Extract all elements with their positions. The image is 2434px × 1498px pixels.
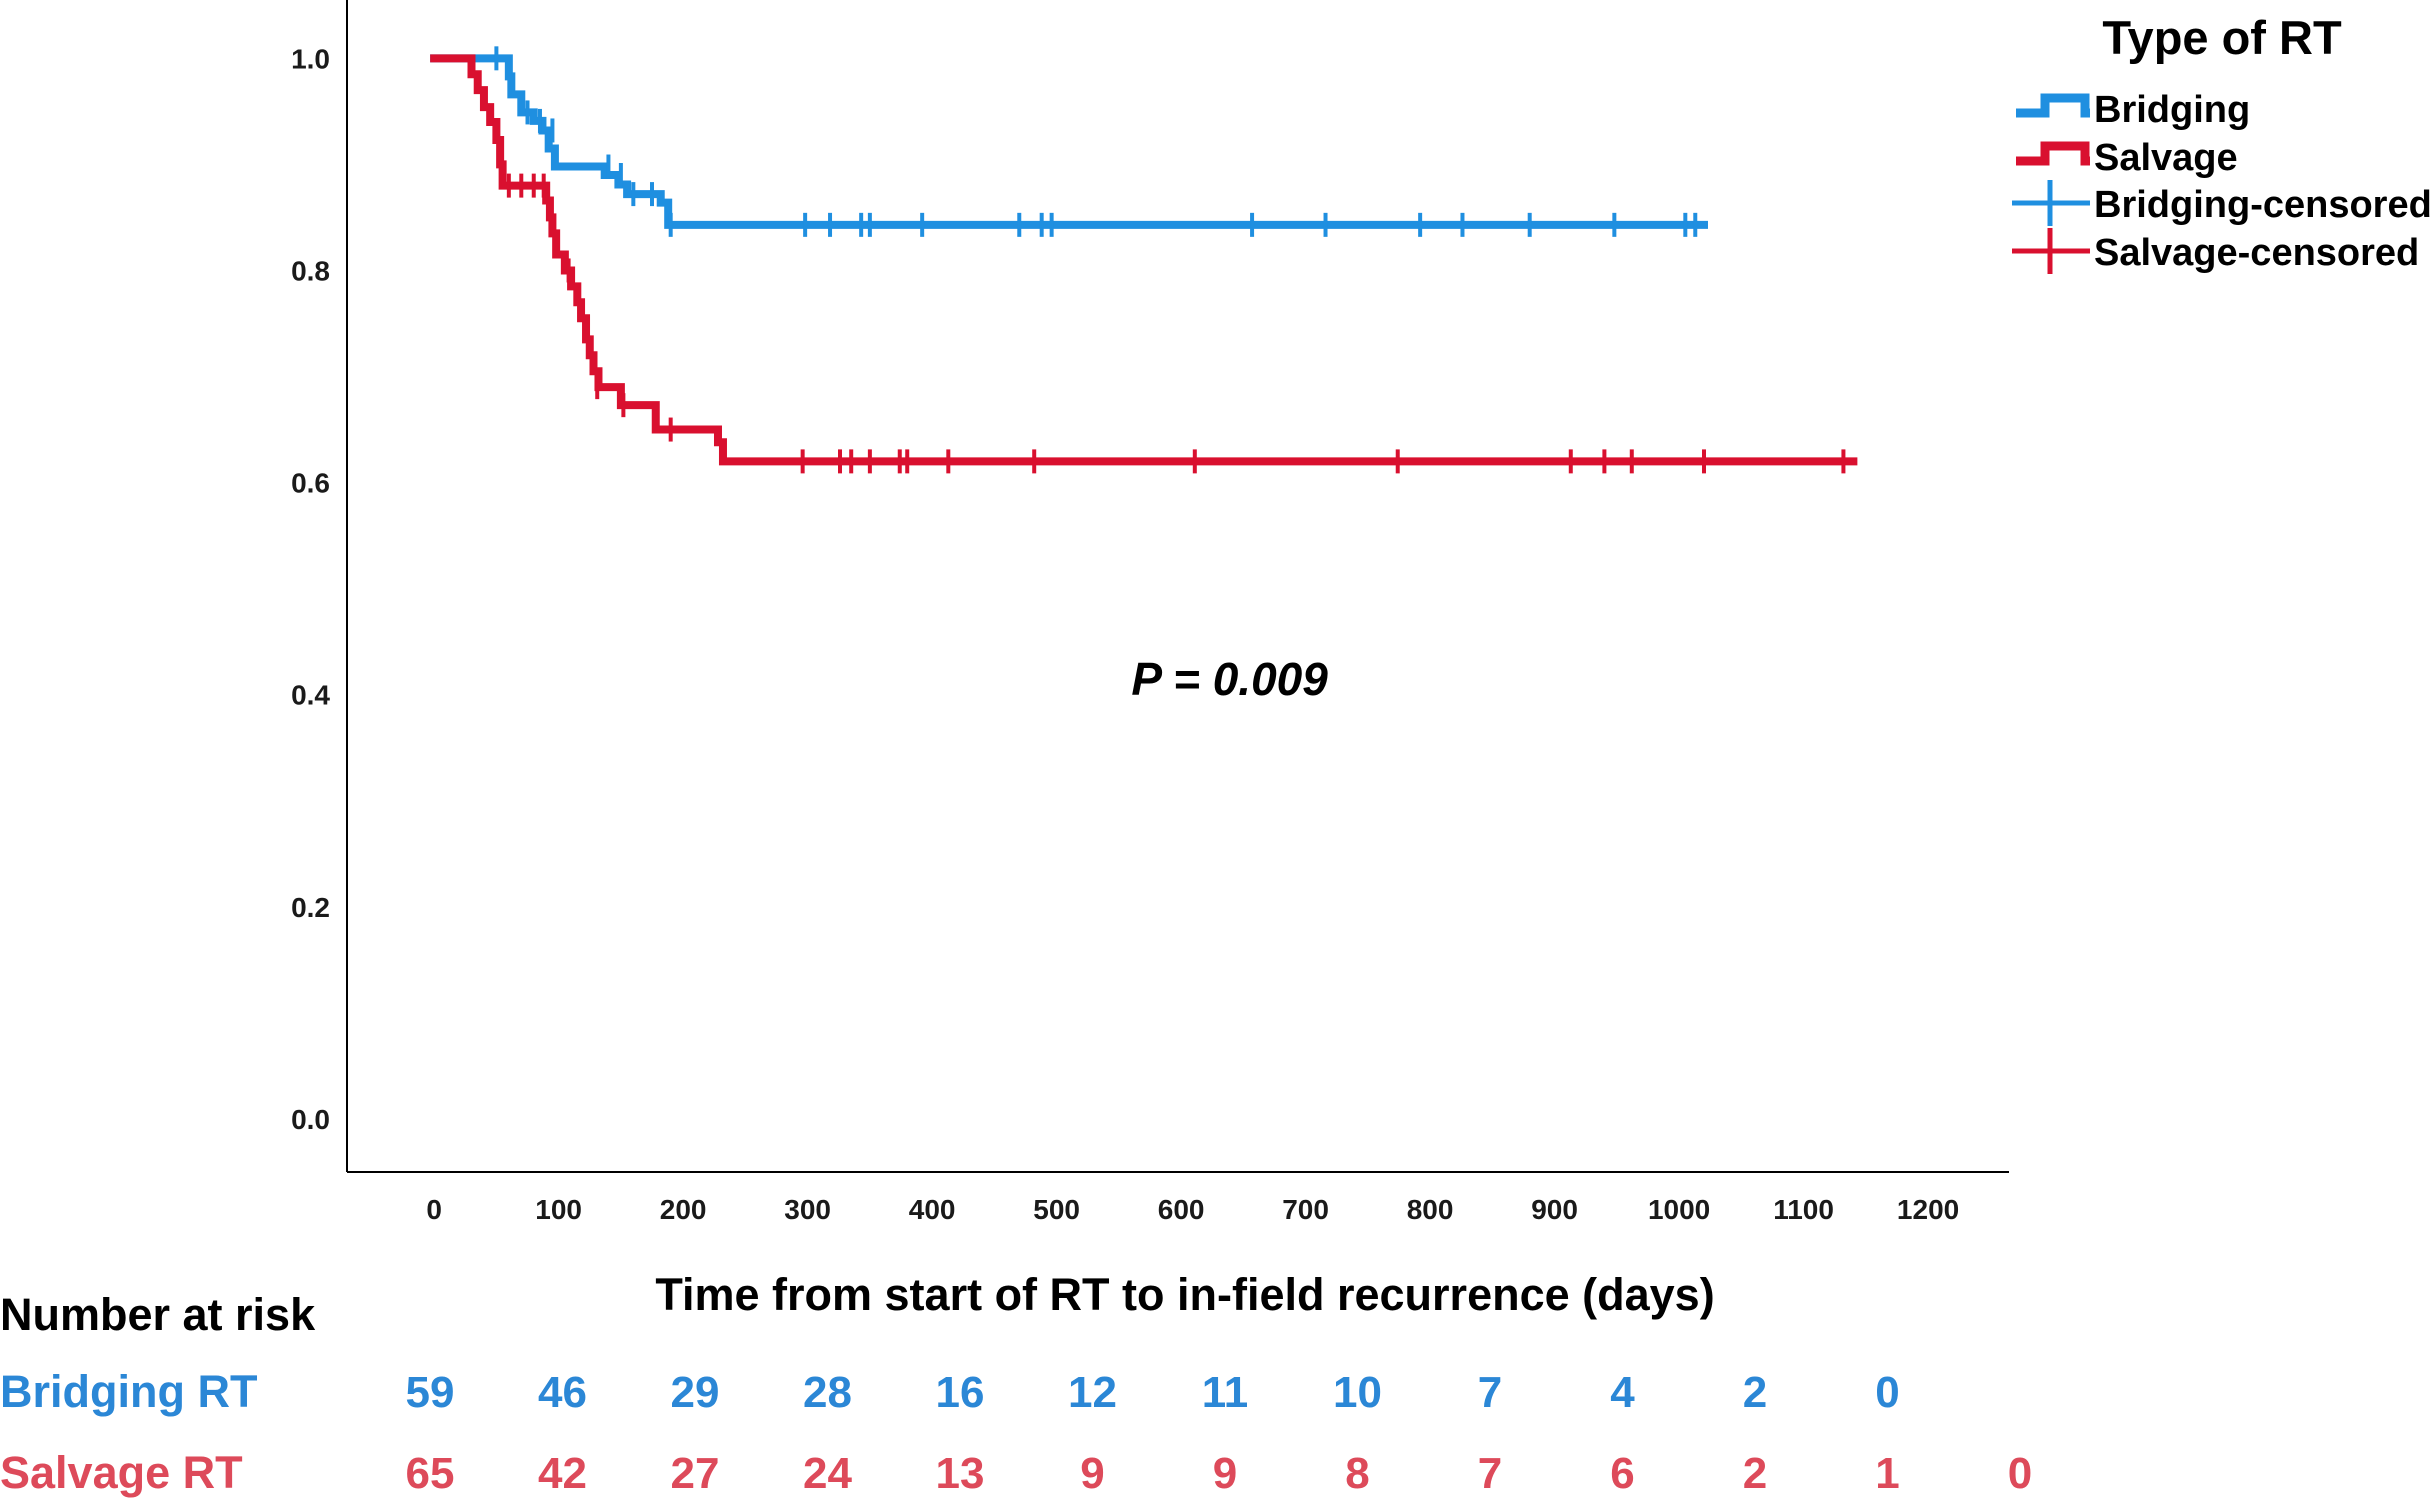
risk-value: 2 [1743, 1449, 1767, 1498]
p-value-annotation: P = 0.009 [1131, 653, 1328, 705]
legend-item-bridging: Bridging [2016, 89, 2250, 131]
x-tick-labels: 0 100 200 300 400 500 600 700 800 900 1000 1100 1200 [426, 1194, 1959, 1225]
x-tick-label: 900 [1531, 1194, 1578, 1225]
y-tick-labels: 0.0 0.2 0.4 0.6 0.8 1.0 [291, 43, 330, 1135]
legend-item-salvage-censored: Salvage-censored [2012, 228, 2419, 274]
risk-value: 13 [936, 1449, 985, 1498]
y-tick-label: 0.8 [291, 255, 330, 286]
legend-swatch-salvage [2016, 141, 2090, 166]
x-tick-label: 200 [660, 1194, 707, 1225]
risk-value: 42 [538, 1449, 587, 1498]
risk-value: 59 [406, 1368, 455, 1417]
risk-table-title: Number at risk [0, 1289, 316, 1340]
risk-table: Number at risk Bridging RT Salvage RT 59… [0, 1289, 2032, 1498]
legend-title: Type of RT [2102, 11, 2342, 64]
x-tick-label: 1200 [1897, 1194, 1959, 1225]
risk-value: 24 [803, 1449, 852, 1498]
x-tick-label: 800 [1407, 1194, 1454, 1225]
plot-axes [346, 0, 2009, 1173]
x-tick-label: 600 [1158, 1194, 1205, 1225]
risk-value: 10 [1333, 1368, 1382, 1417]
risk-value: 27 [671, 1449, 720, 1498]
x-tick-label: 100 [535, 1194, 582, 1225]
risk-value: 29 [671, 1368, 720, 1417]
legend-label-bridging: Bridging [2094, 89, 2250, 131]
risk-value: 1 [1875, 1449, 1899, 1498]
survival-curve-salvage [430, 54, 1858, 466]
risk-value: 46 [538, 1368, 587, 1417]
y-tick-label: 0.2 [291, 892, 330, 923]
y-tick-label: 0.6 [291, 468, 330, 499]
x-tick-label: 1000 [1648, 1194, 1710, 1225]
y-tick-label: 0.0 [291, 1104, 330, 1135]
risk-row-label-bridging: Bridging RT [0, 1366, 257, 1417]
risk-value: 9 [1213, 1449, 1237, 1498]
x-tick-label: 0 [426, 1194, 442, 1225]
risk-value: 7 [1478, 1449, 1502, 1498]
risk-value: 12 [1068, 1368, 1117, 1417]
risk-value: 7 [1478, 1368, 1502, 1417]
risk-value: 0 [1875, 1368, 1899, 1417]
legend: Type of RT Bridging Salvage Bridging-cen… [2012, 11, 2432, 274]
x-tick-label: 400 [909, 1194, 956, 1225]
x-tick-label: 1100 [1773, 1194, 1834, 1225]
risk-value: 65 [406, 1449, 455, 1498]
risk-value: 4 [1610, 1368, 1635, 1417]
y-tick-label: 0.4 [291, 680, 330, 711]
survival-curve-bridging [430, 54, 1708, 229]
risk-value: 2 [1743, 1368, 1767, 1417]
legend-label-salvage: Salvage [2094, 137, 2238, 179]
risk-value: 0 [2008, 1449, 2032, 1498]
legend-item-bridging-censored: Bridging-censored [2012, 180, 2432, 226]
legend-label-salvage-censored: Salvage-censored [2094, 232, 2419, 274]
risk-value: 16 [936, 1368, 985, 1417]
risk-row-label-salvage: Salvage RT [0, 1447, 243, 1498]
risk-value: 11 [1202, 1368, 1249, 1417]
risk-value: 8 [1345, 1449, 1369, 1498]
risk-value: 6 [1610, 1449, 1634, 1498]
risk-values: 59 46 29 28 16 12 11 10 7 4 2 065 42 27 24 13 9 9 8 7 6 2 1 0 [406, 1368, 2033, 1498]
risk-value: 28 [803, 1368, 852, 1417]
x-tick-label: 300 [784, 1194, 831, 1225]
x-tick-label: 700 [1282, 1194, 1329, 1225]
censor-marks [494, 46, 1846, 474]
x-tick-label: 500 [1033, 1194, 1080, 1225]
y-tick-label: 1.0 [291, 43, 330, 74]
survival-curves [430, 54, 1858, 466]
x-axis-title: Time from start of RT to in-field recurr… [655, 1269, 1714, 1320]
legend-label-bridging-censored: Bridging-censored [2094, 184, 2432, 226]
legend-swatch-bridging [2016, 93, 2090, 118]
legend-item-salvage: Salvage [2016, 137, 2238, 179]
risk-value: 9 [1080, 1449, 1104, 1498]
